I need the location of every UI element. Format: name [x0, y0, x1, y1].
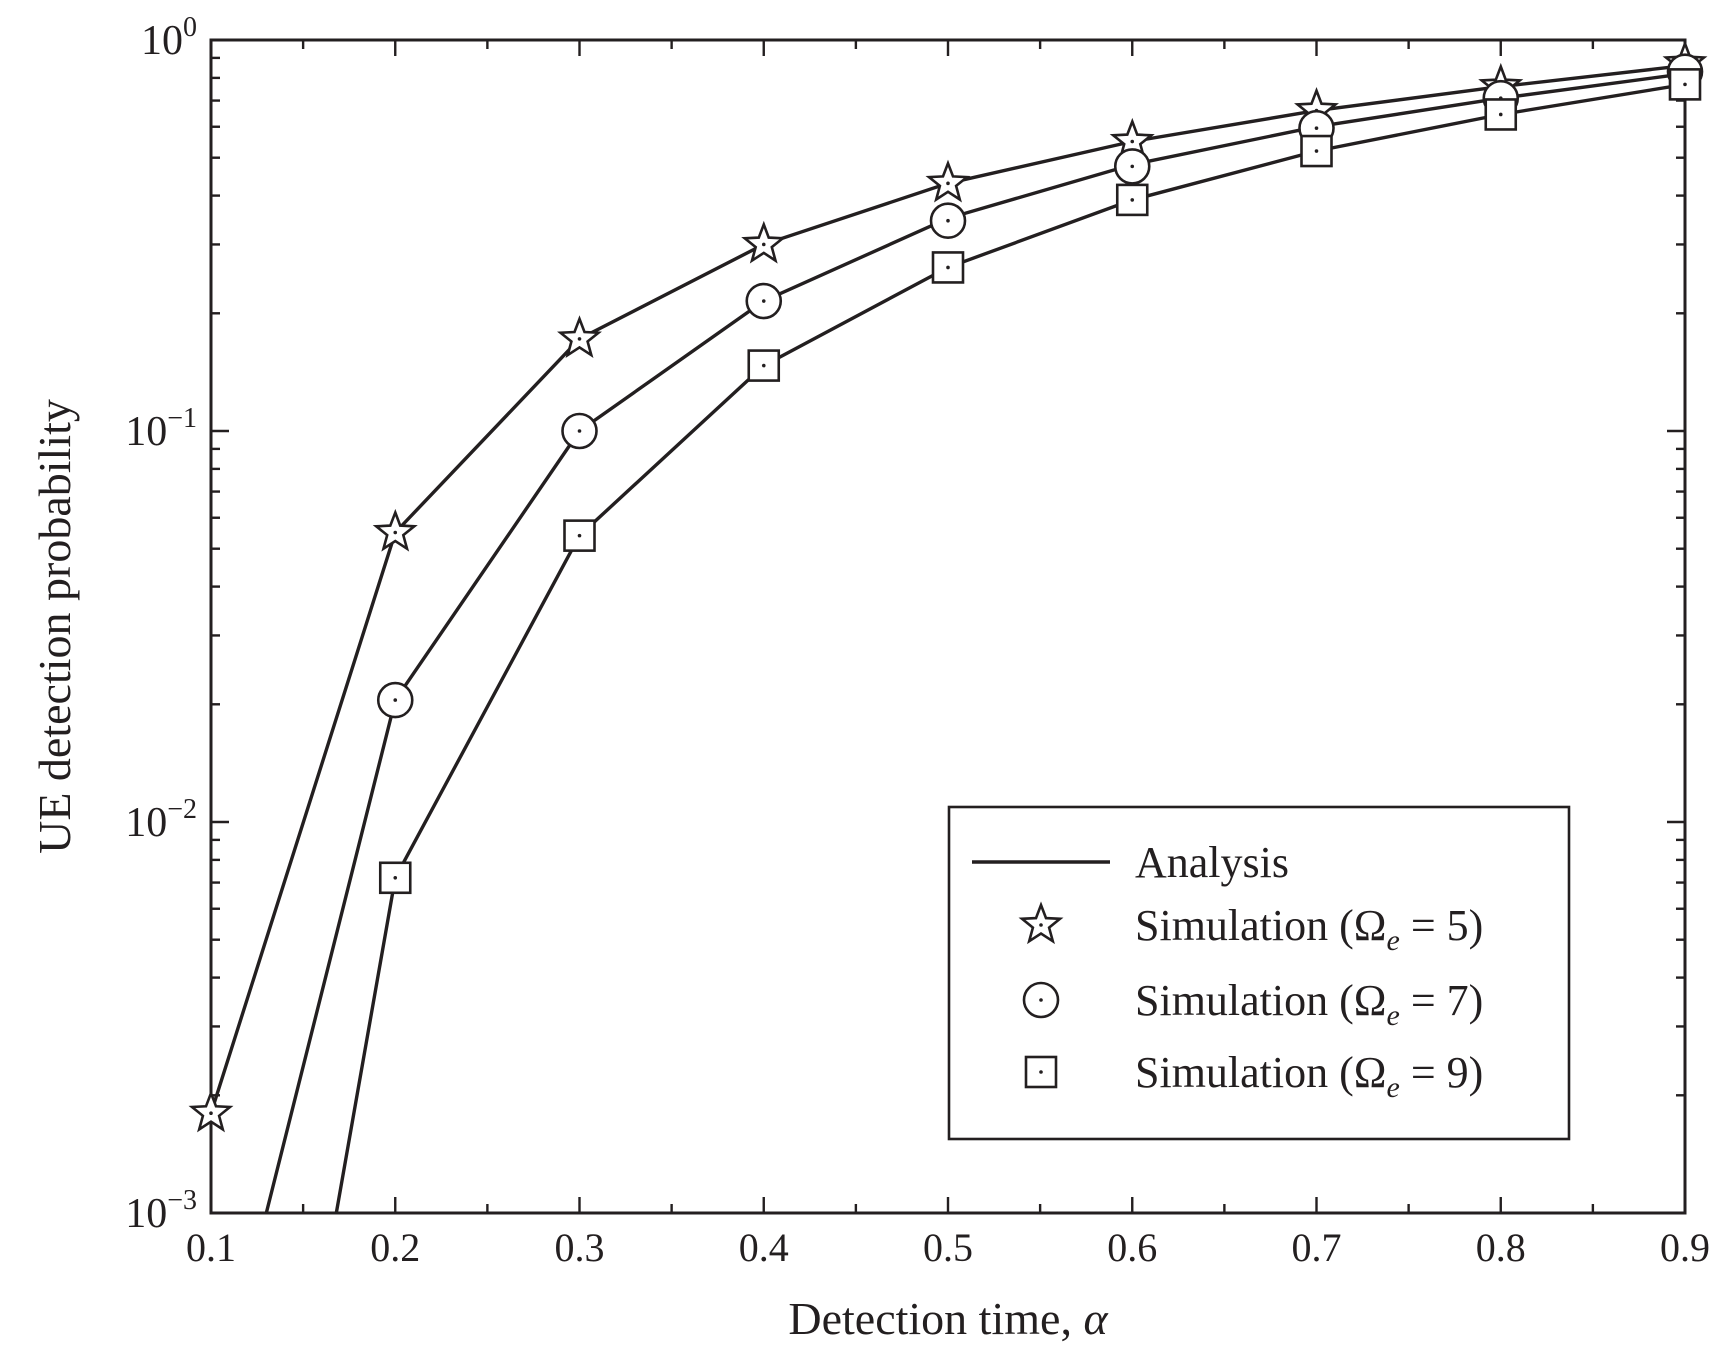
x-tick-label: 0.5: [923, 1225, 973, 1270]
marker-center-dot: [946, 218, 950, 223]
marker-center-dot: [1314, 149, 1319, 153]
legend-square-marker: [1024, 1055, 1058, 1089]
marker-center-dot: [577, 429, 582, 433]
simulation-markers: [188, 39, 1708, 1133]
marker-center-dot: [393, 698, 398, 702]
star-marker-shape: [372, 508, 418, 552]
star-marker: [925, 159, 971, 203]
marker-center-dot: [1498, 112, 1503, 117]
x-tick-label: 0.2: [370, 1225, 420, 1270]
x-tick-label: 0.7: [1292, 1225, 1342, 1270]
star-marker: [557, 315, 602, 359]
circle-marker: [1113, 148, 1151, 185]
marker-center-dot: [761, 299, 766, 303]
marker-center-dot: [1130, 164, 1135, 169]
marker-center-dot: [209, 1111, 213, 1115]
star-marker-shape: [188, 1089, 234, 1133]
marker-center-dot: [1314, 126, 1319, 130]
square-marker-shape: [1115, 183, 1149, 217]
square-marker: [1484, 98, 1518, 131]
square-marker: [747, 349, 781, 382]
marker-center-dot: [946, 265, 950, 270]
star-marker: [372, 508, 418, 552]
marker-center-dot: [1683, 82, 1687, 87]
legend-label: Simulation (Ωe = 9): [1135, 1048, 1483, 1104]
ticks: 0.1 0.2 0.3 0.4 0.5 0.6 0.7 0.8 0.9 100 10−1 10−2 10…: [125, 12, 1710, 1270]
star-marker: [741, 220, 787, 264]
legend-circle-marker: [1022, 981, 1060, 1019]
marker-center-dot: [393, 530, 398, 535]
x-tick-label: 0.3: [555, 1225, 605, 1270]
legend-label: Simulation (Ωe = 7): [1135, 976, 1483, 1032]
square-marker: [1300, 134, 1333, 168]
y-tick-label: 100: [141, 12, 197, 64]
x-tick-label: 0.6: [1107, 1225, 1157, 1270]
marker-center-dot: [1039, 1070, 1043, 1074]
legend-star-marker: [1018, 901, 1064, 945]
square-marker: [1115, 183, 1149, 217]
y-tick-label: 10−1: [125, 403, 197, 455]
star-marker: [188, 1089, 234, 1133]
x-tick-label: 0.9: [1660, 1225, 1710, 1270]
marker-center-dot: [1039, 998, 1043, 1002]
x-tick-label: 0.1: [186, 1225, 236, 1270]
x-axis-label: Detection time, α: [788, 1293, 1108, 1344]
x-tick-label: 0.8: [1476, 1225, 1526, 1270]
square-marker: [931, 251, 965, 284]
legend: Analysis Simulation (Ωe = 5) Simulation (Ω…: [947, 805, 1571, 1141]
star-marker-shape: [557, 315, 602, 359]
square-marker: [1668, 68, 1702, 101]
square-marker: [378, 861, 412, 895]
axis-labels: Detection time, α UE detection probabilit…: [29, 399, 1108, 1344]
marker-center-dot: [761, 242, 766, 247]
circle-marker: [561, 412, 598, 450]
marker-center-dot: [1039, 923, 1043, 927]
circle-marker: [745, 282, 783, 320]
y-tick-label: 10−2: [125, 794, 197, 846]
marker-center-dot: [1130, 198, 1135, 202]
square-marker: [563, 519, 596, 552]
marker-center-dot: [577, 533, 582, 538]
y-axis-label: UE detection probability: [29, 399, 80, 854]
circle-marker: [929, 202, 967, 240]
legend-label: Analysis: [1135, 838, 1289, 887]
x-tick-label: 0.4: [739, 1225, 789, 1270]
star-marker-shape: [741, 220, 787, 264]
marker-center-dot: [393, 875, 398, 880]
marker-center-dot: [761, 363, 766, 368]
star-marker-shape: [925, 159, 971, 203]
circle-marker: [376, 681, 414, 719]
marker-center-dot: [1130, 139, 1135, 144]
marker-center-dot: [577, 337, 582, 341]
y-tick-label: 10−3: [125, 1185, 197, 1237]
star-marker-shape: [1018, 901, 1064, 945]
legend-label: Simulation (Ωe = 5): [1135, 901, 1483, 957]
marker-center-dot: [946, 181, 950, 186]
